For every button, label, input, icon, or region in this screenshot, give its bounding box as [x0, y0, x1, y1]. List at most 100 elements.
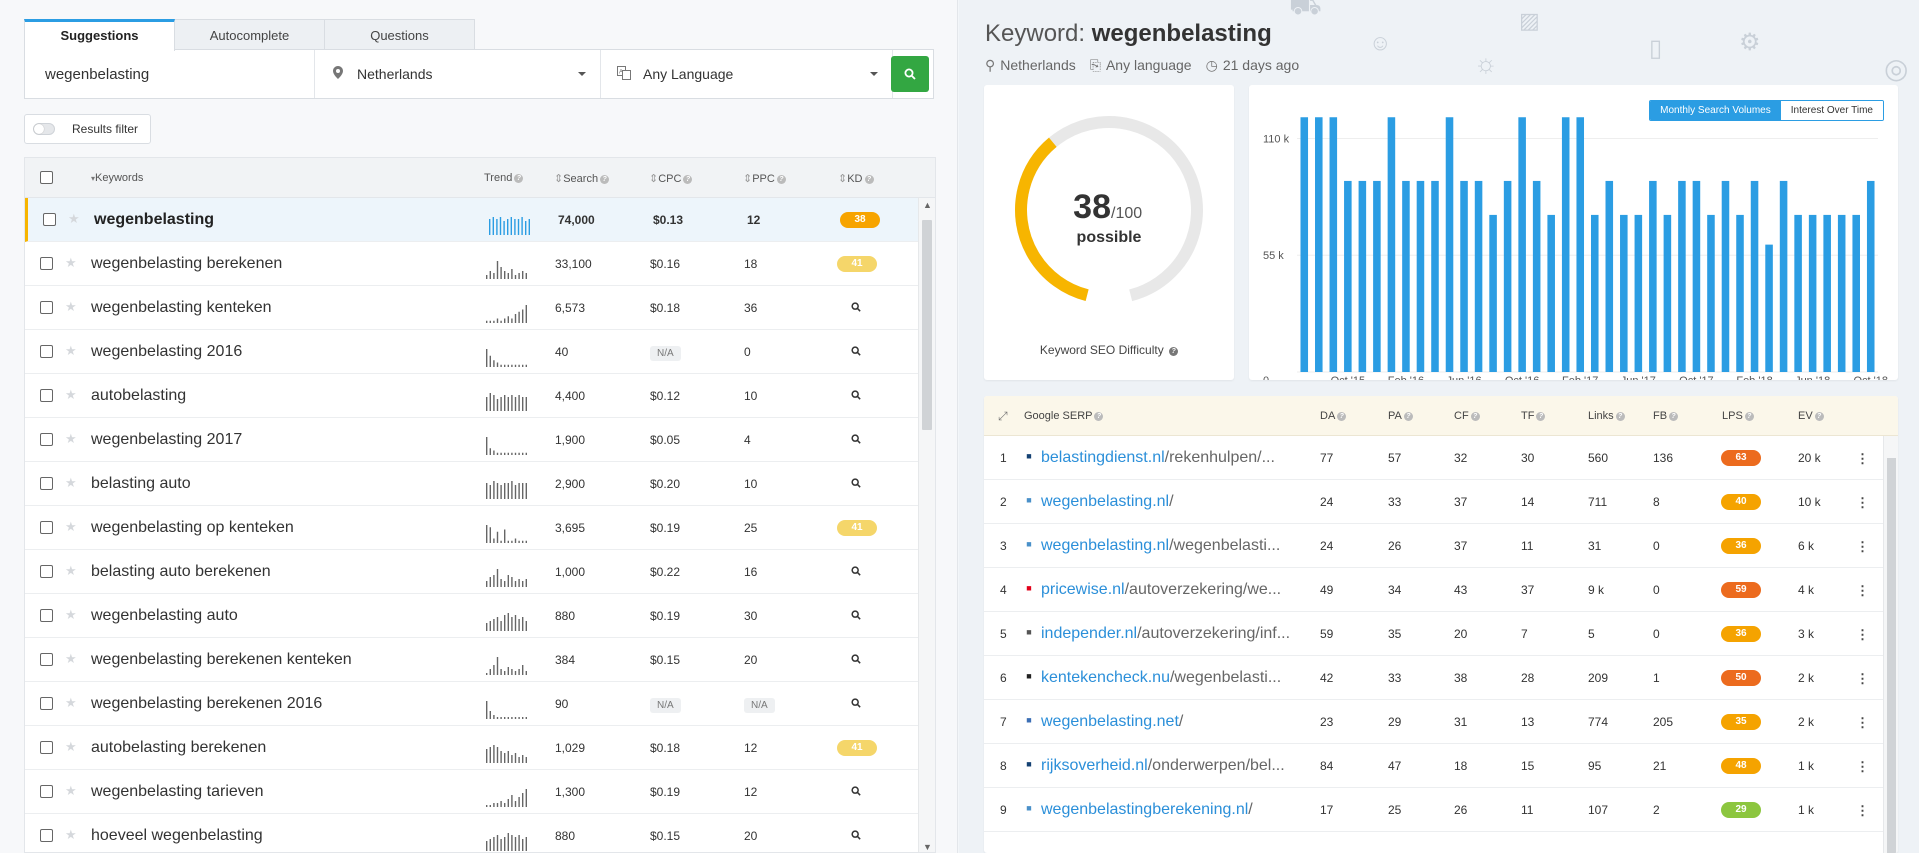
- keyword-text[interactable]: autobelasting berekenen: [91, 739, 267, 756]
- more-options-icon[interactable]: ⋮: [1856, 583, 1869, 598]
- star-icon[interactable]: ★: [65, 387, 77, 402]
- chart-bar[interactable]: [1474, 180, 1483, 372]
- chart-bar[interactable]: [1532, 180, 1541, 372]
- chart-bar[interactable]: [1561, 117, 1570, 372]
- chart-bar[interactable]: [1576, 117, 1585, 372]
- location-select[interactable]: Netherlands: [315, 50, 601, 98]
- serp-path[interactable]: /wegenbelasti...: [1169, 537, 1281, 554]
- serp-url[interactable]: wegenbelasting.nl/wegenbelasti...: [1041, 537, 1306, 555]
- keyword-row[interactable]: ★ wegenbelasting kenteken 6,573 $0.18 36: [25, 286, 919, 330]
- row-checkbox[interactable]: [40, 301, 53, 314]
- star-icon[interactable]: ★: [65, 431, 77, 446]
- serp-path[interactable]: /: [1169, 493, 1174, 510]
- language-select[interactable]: A Any Language: [601, 50, 893, 98]
- serp-path[interactable]: /: [1248, 801, 1253, 818]
- keyword-row[interactable]: ★ wegenbelasting 74,000 $0.13 12 38: [25, 198, 919, 242]
- keyword-row[interactable]: ★ autobelasting 4,400 $0.12 10: [25, 374, 919, 418]
- chart-bar[interactable]: [1721, 180, 1730, 372]
- chart-bar[interactable]: [1837, 214, 1846, 372]
- row-checkbox[interactable]: [43, 213, 56, 226]
- col-da[interactable]: DA?: [1320, 410, 1347, 422]
- keyword-text[interactable]: wegenbelasting 2017: [91, 431, 243, 448]
- row-checkbox[interactable]: [40, 521, 53, 534]
- row-checkbox[interactable]: [40, 389, 53, 402]
- keyword-input[interactable]: [25, 50, 315, 98]
- search-icon[interactable]: [851, 388, 861, 403]
- tab-monthly-search-volumes[interactable]: Monthly Search Volumes: [1650, 101, 1781, 120]
- toggle-switch[interactable]: [33, 123, 55, 135]
- col-cf[interactable]: CF?: [1454, 410, 1480, 422]
- serp-domain[interactable]: pricewise.nl: [1041, 581, 1125, 598]
- search-icon[interactable]: [851, 300, 861, 315]
- star-icon[interactable]: ★: [65, 783, 77, 798]
- chart-bar[interactable]: [1387, 117, 1396, 372]
- chart-bar[interactable]: [1431, 180, 1439, 372]
- keyword-text[interactable]: belasting auto: [91, 475, 191, 492]
- serp-path[interactable]: /wegenbelasti...: [1169, 669, 1282, 686]
- chart-bar[interactable]: [1649, 180, 1657, 372]
- chart-bar[interactable]: [1373, 180, 1381, 372]
- star-icon[interactable]: ★: [65, 563, 77, 578]
- col-links[interactable]: Links?: [1588, 410, 1625, 422]
- chart-bar[interactable]: [1445, 117, 1454, 372]
- serp-path[interactable]: /autoverzekering/inf...: [1137, 625, 1291, 642]
- tab-autocomplete[interactable]: Autocomplete: [174, 19, 325, 50]
- keyword-text[interactable]: wegenbelasting berekenen 2016: [91, 695, 323, 712]
- more-options-icon[interactable]: ⋮: [1856, 539, 1869, 554]
- keyword-text[interactable]: hoeveel wegenbelasting: [91, 827, 263, 844]
- col-tf[interactable]: TF?: [1521, 410, 1546, 422]
- row-checkbox[interactable]: [40, 741, 53, 754]
- chart-bar[interactable]: [1416, 180, 1425, 372]
- row-checkbox[interactable]: [40, 565, 53, 578]
- serp-url[interactable]: wegenbelasting.nl/: [1041, 493, 1306, 511]
- keyword-text[interactable]: wegenbelasting: [94, 211, 215, 228]
- keyword-text[interactable]: wegenbelasting 2016: [91, 343, 243, 360]
- serp-url[interactable]: wegenbelastingberekening.nl/: [1041, 801, 1306, 819]
- search-icon[interactable]: [851, 564, 861, 579]
- search-icon[interactable]: [851, 344, 861, 359]
- more-options-icon[interactable]: ⋮: [1856, 803, 1869, 818]
- tab-interest-over-time[interactable]: Interest Over Time: [1780, 101, 1883, 120]
- col-kd[interactable]: ⇕KD?: [838, 172, 874, 185]
- col-keywords[interactable]: ▾Keywords: [91, 172, 144, 184]
- keyword-row[interactable]: ★ wegenbelasting 2016 40 N/A 0: [25, 330, 919, 374]
- serp-domain[interactable]: belastingdienst.nl: [1041, 449, 1165, 466]
- keyword-row[interactable]: ★ wegenbelasting auto 880 $0.19 30: [25, 594, 919, 638]
- chart-bar[interactable]: [1329, 117, 1338, 372]
- keyword-row[interactable]: ★ wegenbelasting berekenen 33,100 $0.16 18 41: [25, 242, 919, 286]
- search-icon[interactable]: [851, 476, 861, 491]
- tab-questions[interactable]: Questions: [324, 19, 475, 50]
- search-icon[interactable]: [851, 828, 861, 843]
- serp-url[interactable]: rijksoverheid.nl/onderwerpen/bel...: [1041, 757, 1306, 775]
- keyword-row[interactable]: ★ wegenbelasting berekenen 2016 90 N/A N/A: [25, 682, 919, 726]
- chart-bar[interactable]: [1605, 180, 1614, 372]
- serp-domain[interactable]: rijksoverheid.nl: [1041, 757, 1148, 774]
- keyword-text[interactable]: wegenbelasting op kenteken: [91, 519, 294, 536]
- col-ppc[interactable]: ⇕PPC?: [743, 172, 786, 185]
- chart-bar[interactable]: [1503, 180, 1512, 372]
- serp-domain[interactable]: kentekencheck.nu: [1041, 669, 1170, 686]
- star-icon[interactable]: ★: [65, 519, 77, 534]
- keyword-row[interactable]: ★ wegenbelasting tarieven 1,300 $0.19 12: [25, 770, 919, 814]
- keyword-text[interactable]: autobelasting: [91, 387, 187, 404]
- serp-path[interactable]: /onderwerpen/bel...: [1147, 757, 1285, 774]
- keyword-text[interactable]: wegenbelasting berekenen: [91, 255, 283, 272]
- serp-path[interactable]: /rekenhulpen/...: [1164, 449, 1275, 466]
- chart-bar[interactable]: [1620, 214, 1628, 372]
- more-options-icon[interactable]: ⋮: [1856, 495, 1869, 510]
- chart-bar[interactable]: [1707, 214, 1715, 372]
- serp-scrollbar[interactable]: [1883, 436, 1898, 853]
- chart-bar[interactable]: [1866, 180, 1875, 372]
- search-icon[interactable]: [851, 784, 861, 799]
- col-fb[interactable]: FB?: [1653, 410, 1679, 422]
- col-pa[interactable]: PA?: [1388, 410, 1413, 422]
- chart-bar[interactable]: [1852, 214, 1860, 372]
- row-checkbox[interactable]: [40, 785, 53, 798]
- scrollbar-thumb[interactable]: [1887, 458, 1896, 853]
- expand-icon[interactable]: ⤢: [998, 409, 1008, 423]
- serp-path[interactable]: /: [1178, 713, 1184, 730]
- keyword-row[interactable]: ★ belasting auto berekenen 1,000 $0.22 16: [25, 550, 919, 594]
- star-icon[interactable]: ★: [65, 299, 77, 314]
- serp-domain[interactable]: wegenbelasting.nl: [1041, 537, 1170, 554]
- search-icon[interactable]: [851, 652, 861, 667]
